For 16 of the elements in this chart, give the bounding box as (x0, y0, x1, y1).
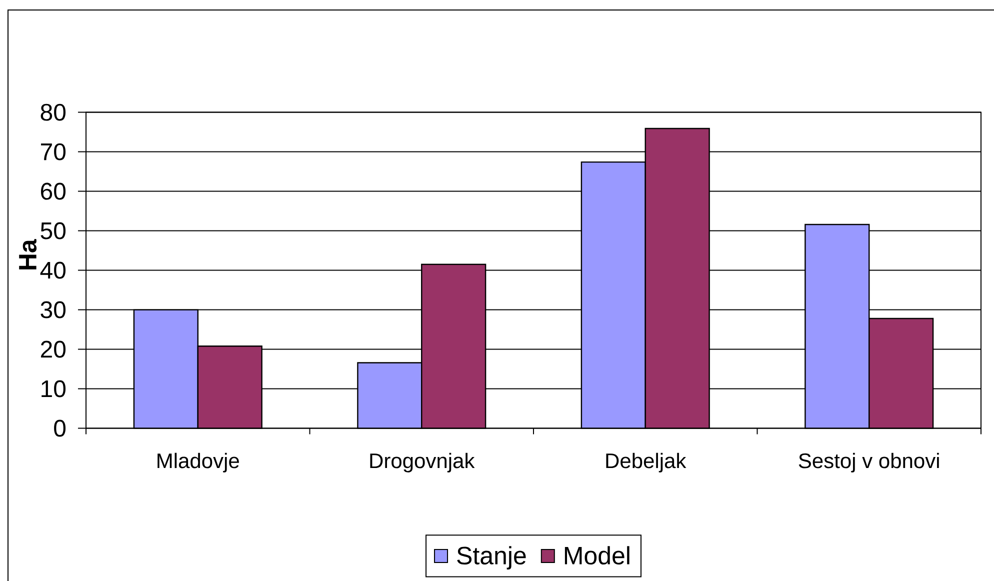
x-tick-label: Debeljak (606, 452, 686, 472)
y-tick-label: 40 (40, 262, 66, 279)
y-tick-label: 10 (42, 380, 66, 398)
y-axis-title: Ha (19, 238, 37, 270)
y-tick-label: 50 (40, 222, 66, 240)
y-tick-label: 60 (41, 182, 66, 200)
y-tick-label: 70 (41, 143, 66, 160)
x-tick-label: Sestoj v obnovi (798, 452, 939, 472)
x-tick-label: Mladovje (158, 452, 239, 472)
y-tick-label: 30 (40, 301, 66, 318)
y-tick-label: 0 (54, 420, 66, 437)
legend-label: Model (564, 546, 630, 565)
y-tick-label: 80 (40, 104, 66, 121)
x-tick-label: Drogovnjak (370, 452, 475, 472)
y-tick-label: 20 (40, 340, 66, 358)
legend-label: Stanje (457, 546, 526, 570)
